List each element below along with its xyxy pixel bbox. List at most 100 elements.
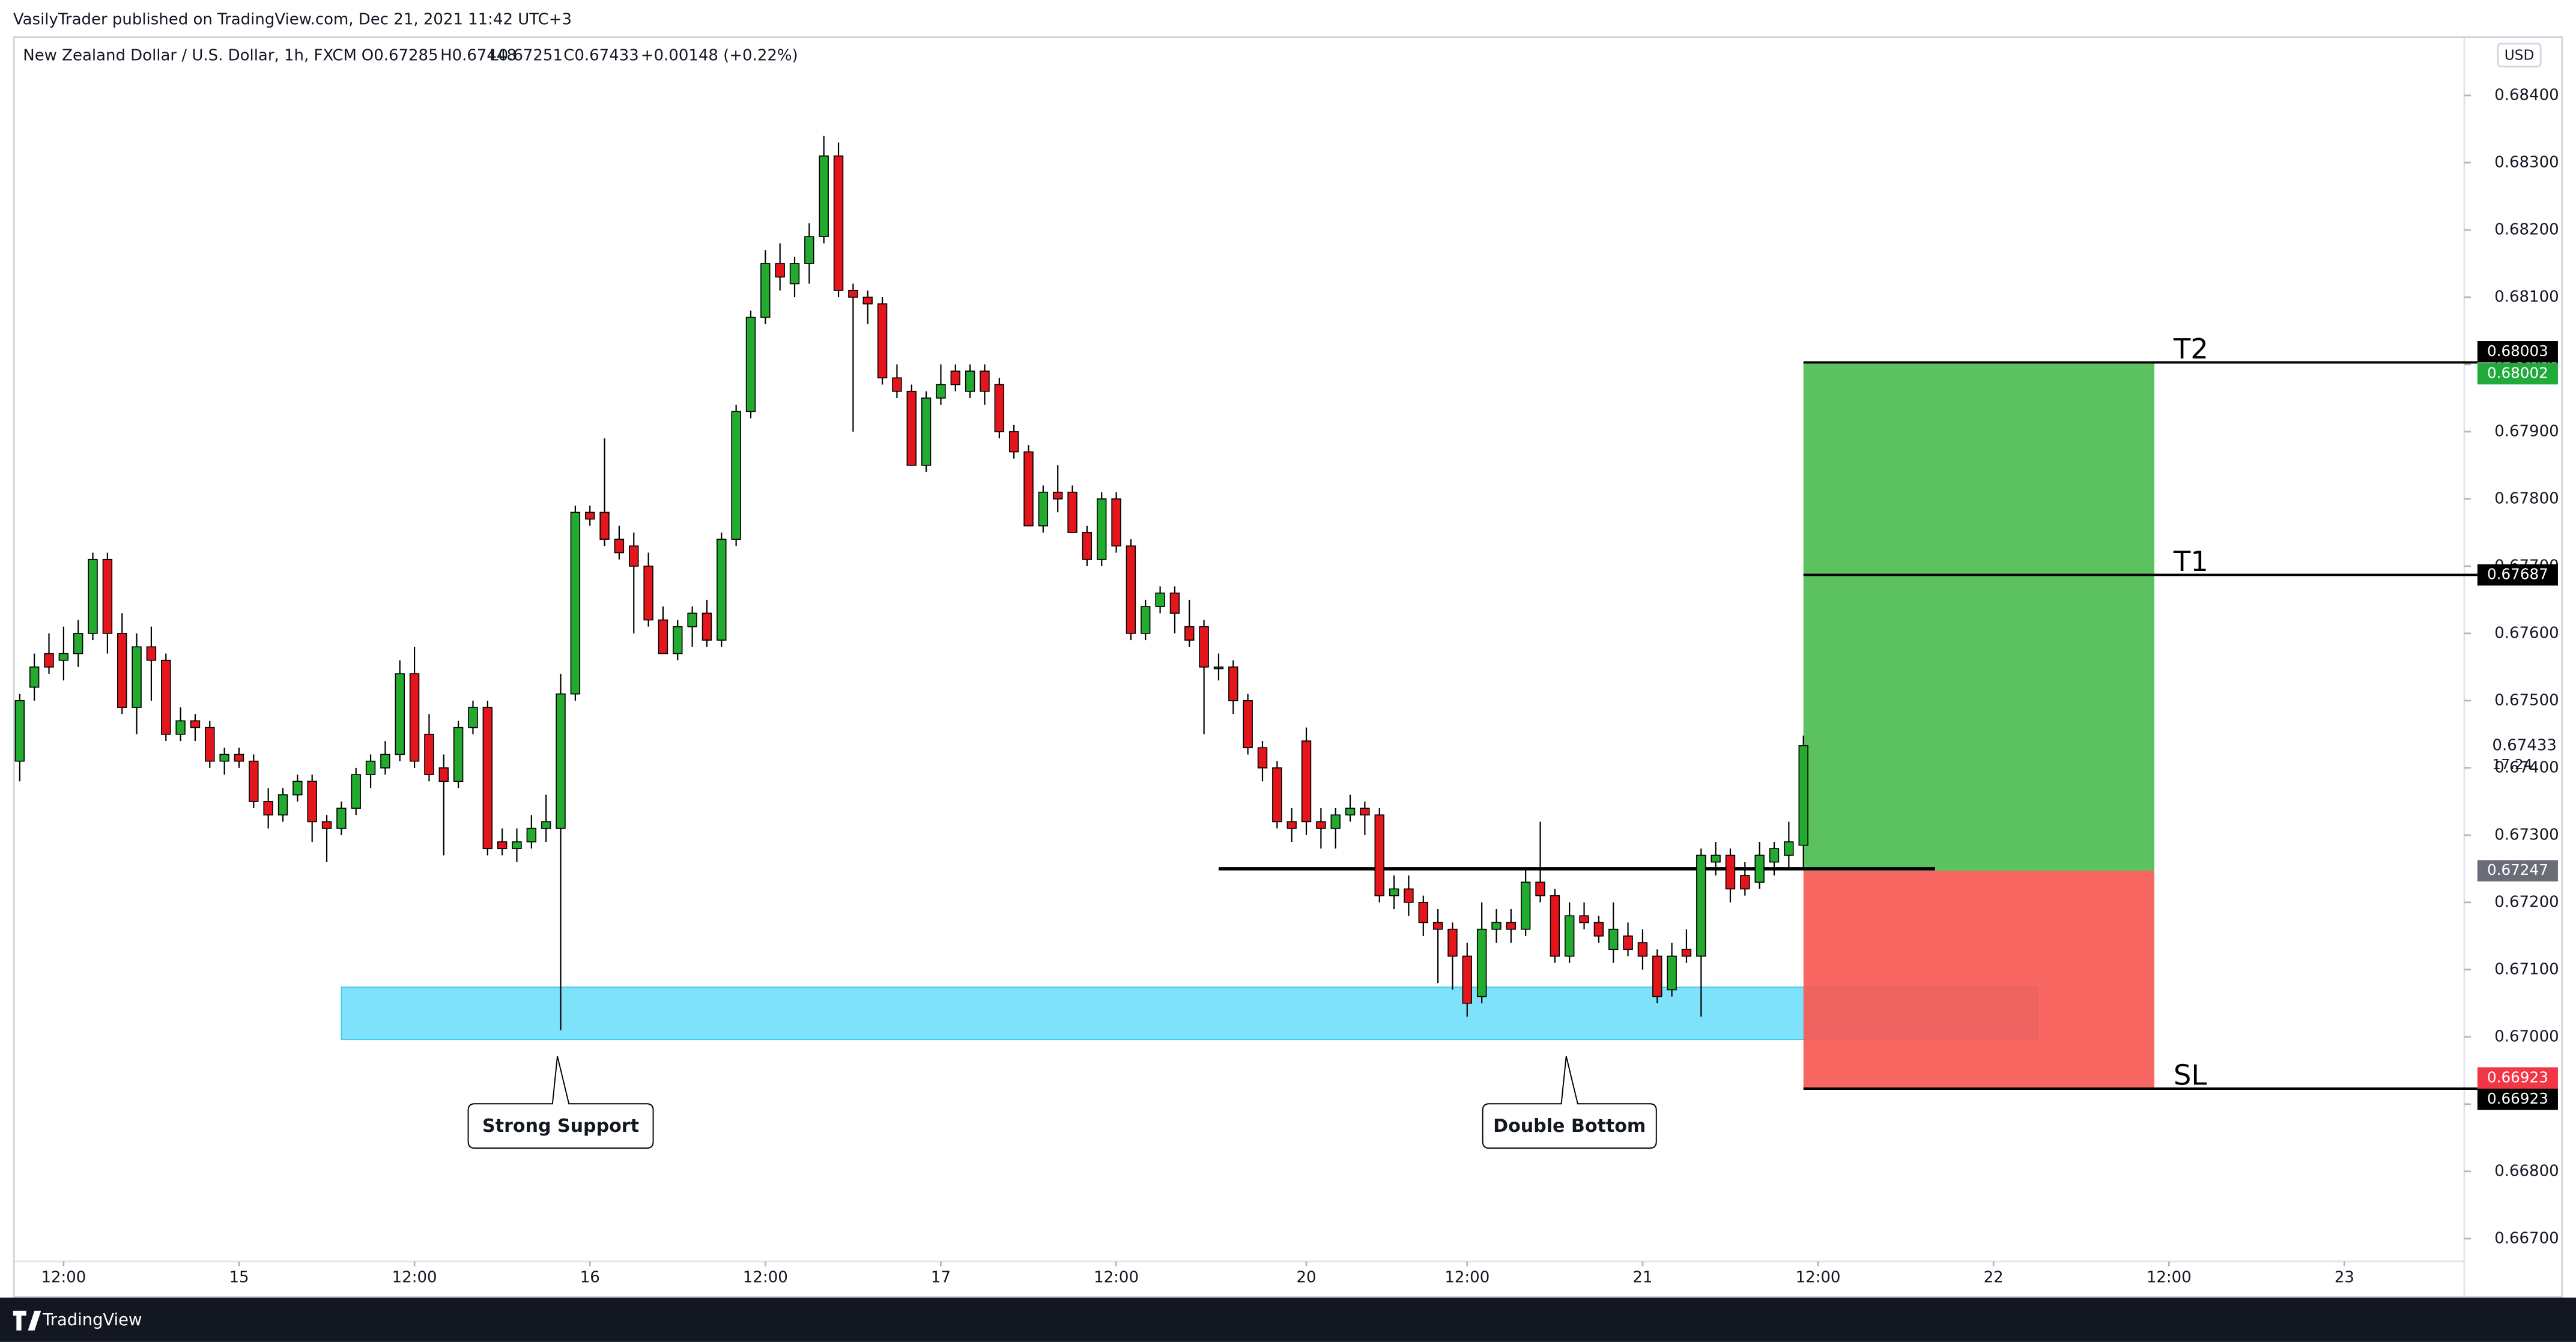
candle-body (570, 512, 581, 695)
candle-body (1550, 895, 1560, 957)
candle-body (1082, 532, 1093, 560)
candle-body (1228, 666, 1238, 701)
candle-body (1506, 922, 1517, 930)
candle-body (409, 673, 420, 762)
y-tick-label: 0.66700 (2494, 1229, 2559, 1247)
candle-body (1257, 747, 1268, 769)
candle-body (702, 612, 712, 641)
price-label: 0.68002 (2487, 364, 2548, 381)
candle-body (175, 720, 186, 735)
price-label: 0.66923 (2487, 1068, 2548, 1086)
candle-body (58, 653, 69, 661)
y-tick-label: 0.68200 (2494, 220, 2559, 238)
legend-open: O0.67285 (362, 47, 438, 65)
candle-body (614, 539, 625, 554)
currency-box[interactable] (2497, 43, 2542, 68)
price-label: 0.68003 (2487, 342, 2548, 360)
candle-body (1155, 592, 1165, 607)
candle-body (1667, 955, 1677, 991)
candle-body (365, 760, 376, 775)
candle-body (1199, 626, 1209, 668)
publisher-header: VasilyTrader published on TradingView.co… (13, 10, 572, 28)
y-tick-label: 0.67600 (2494, 624, 2559, 642)
candle-body (453, 727, 464, 782)
y-tick-label: 0.67900 (2494, 422, 2559, 440)
x-tick-label: 12:00 (1796, 1269, 1841, 1287)
candle-body (1111, 498, 1121, 547)
candle-body (44, 653, 54, 668)
candle-body (205, 727, 215, 762)
symbol: New Zealand Dollar / U.S. Dollar, 1h, FX… (23, 47, 357, 65)
candle-body (599, 512, 610, 540)
countdown: 17:24 (2492, 757, 2532, 773)
x-tick-label: 17 (931, 1269, 951, 1287)
candle-body (1681, 949, 1692, 957)
candle-body (1023, 451, 1034, 527)
price-label-box (2477, 1089, 2558, 1110)
candle-body (1798, 745, 1808, 846)
y-tick-label: 0.67500 (2494, 691, 2559, 709)
candle-body (117, 633, 127, 708)
candle-body (1097, 498, 1107, 560)
candle-body (1184, 626, 1195, 641)
candle-body (775, 263, 785, 278)
footer-bar (0, 1298, 2576, 1342)
x-tick-label: 12:00 (392, 1269, 437, 1287)
candle-body (395, 673, 405, 755)
candle-body (468, 707, 478, 728)
candle-body (249, 760, 259, 802)
x-tick-label: 21 (1632, 1269, 1652, 1287)
candle-body (277, 794, 288, 816)
price-label-box (2477, 363, 2558, 385)
candle-body (760, 263, 771, 318)
candle-body (1126, 545, 1136, 634)
candle-body (936, 384, 946, 399)
candle-body (234, 754, 244, 762)
candle-body (1213, 666, 1224, 669)
level-label: SL (2174, 1059, 2207, 1091)
candle-body (132, 646, 142, 708)
y-tick-label: 0.67800 (2494, 489, 2559, 507)
candle-body (146, 646, 157, 661)
candle-body (1330, 814, 1341, 829)
y-tick-label: 0.66800 (2494, 1162, 2559, 1180)
level-label: T2 (2173, 333, 2208, 365)
candle-body (1637, 942, 1648, 957)
candle-body (88, 558, 98, 634)
candle-body (673, 626, 683, 654)
candle-body (1476, 928, 1487, 997)
currency: USD (2505, 47, 2535, 64)
profit-zone (1803, 363, 2154, 871)
x-tick-label: 12:00 (1444, 1269, 1490, 1287)
candle-body (1038, 491, 1049, 527)
x-tick-label: 23 (2335, 1269, 2354, 1287)
candle-body (424, 734, 434, 775)
candle-body (512, 841, 522, 850)
candle-body (921, 397, 932, 466)
candle-body (731, 411, 741, 540)
candle-body (862, 297, 873, 304)
callout-shape (1482, 1056, 1657, 1149)
candle-body (1769, 848, 1780, 863)
candle-body (819, 155, 829, 237)
candle-body (980, 370, 990, 392)
candle-body (1579, 915, 1589, 923)
candle-body (1404, 888, 1414, 903)
candle-body (1169, 592, 1180, 614)
candle-body (292, 781, 303, 796)
candle-body (307, 781, 317, 823)
callout-label: Double Bottom (1493, 1116, 1646, 1137)
candle-body (73, 633, 83, 654)
candle-body (321, 821, 332, 829)
candle-body (906, 390, 917, 466)
candle-body (1462, 955, 1473, 1004)
logo (13, 1310, 41, 1331)
candle-body (380, 754, 390, 769)
candle-body (263, 801, 273, 816)
y-tick-label: 0.68300 (2494, 153, 2559, 171)
candle-body (833, 155, 844, 291)
y-tick-label: 0.68100 (2494, 288, 2559, 306)
